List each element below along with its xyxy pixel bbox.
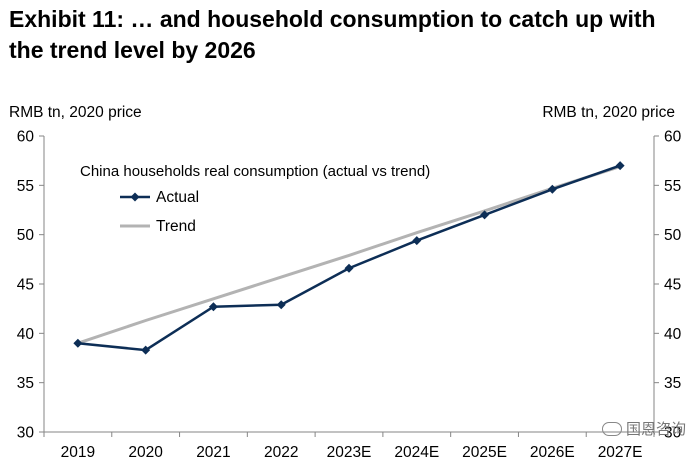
right-axis-unit-label: RMB tn, 2020 price (542, 104, 675, 121)
x-tick-label: 2025E (462, 444, 507, 461)
right-y-tick-label: 40 (664, 326, 682, 343)
actual-data-point (276, 300, 286, 310)
actual-data-point (412, 236, 422, 246)
x-tick-label: 2027E (598, 444, 643, 461)
legend-actual-marker (130, 192, 140, 202)
actual-data-point (344, 263, 354, 273)
right-y-tick-label: 55 (664, 178, 681, 195)
chart-title: Exhibit 11: … and household consumption … (9, 6, 656, 63)
legend-trend-label: Trend (156, 218, 196, 235)
left-y-tick-label: 30 (17, 425, 35, 442)
right-y-tick-label: 45 (664, 277, 681, 294)
x-tick-label: 2026E (530, 444, 575, 461)
actual-data-point (615, 161, 625, 171)
trend-series-line (77, 165, 621, 345)
right-y-tick-label: 30 (664, 425, 682, 442)
wechat-icon (601, 421, 622, 436)
left-y-tick-label: 50 (17, 227, 35, 244)
inner-chart-title: China households real consumption (actua… (80, 163, 430, 180)
right-y-tick-label: 60 (664, 129, 682, 146)
x-tick-label: 2020 (128, 444, 163, 461)
actual-data-point (73, 338, 83, 348)
right-y-tick-label: 35 (664, 375, 681, 392)
x-tick-label: 2022 (264, 444, 298, 461)
left-y-tick-label: 55 (17, 178, 34, 195)
actual-data-point (208, 302, 218, 312)
actual-data-point (480, 210, 490, 220)
watermark: 国恩咨询 (601, 418, 686, 439)
actual-data-point (547, 184, 557, 194)
right-y-tick-label: 50 (664, 227, 682, 244)
actual-data-point (141, 345, 151, 355)
left-y-tick-label: 45 (17, 277, 34, 294)
x-tick-label: 2023E (327, 444, 372, 461)
left-y-tick-label: 60 (17, 129, 35, 146)
x-tick-label: 2021 (196, 444, 230, 461)
left-axis-unit-label: RMB tn, 2020 price (9, 104, 142, 121)
x-tick-label: 2024E (394, 444, 439, 461)
x-tick-label: 2019 (61, 444, 95, 461)
legend-actual-label: Actual (156, 189, 199, 206)
left-y-tick-label: 35 (17, 375, 34, 392)
left-y-tick-label: 40 (17, 326, 35, 343)
watermark-text: 国恩咨询 (625, 421, 686, 438)
